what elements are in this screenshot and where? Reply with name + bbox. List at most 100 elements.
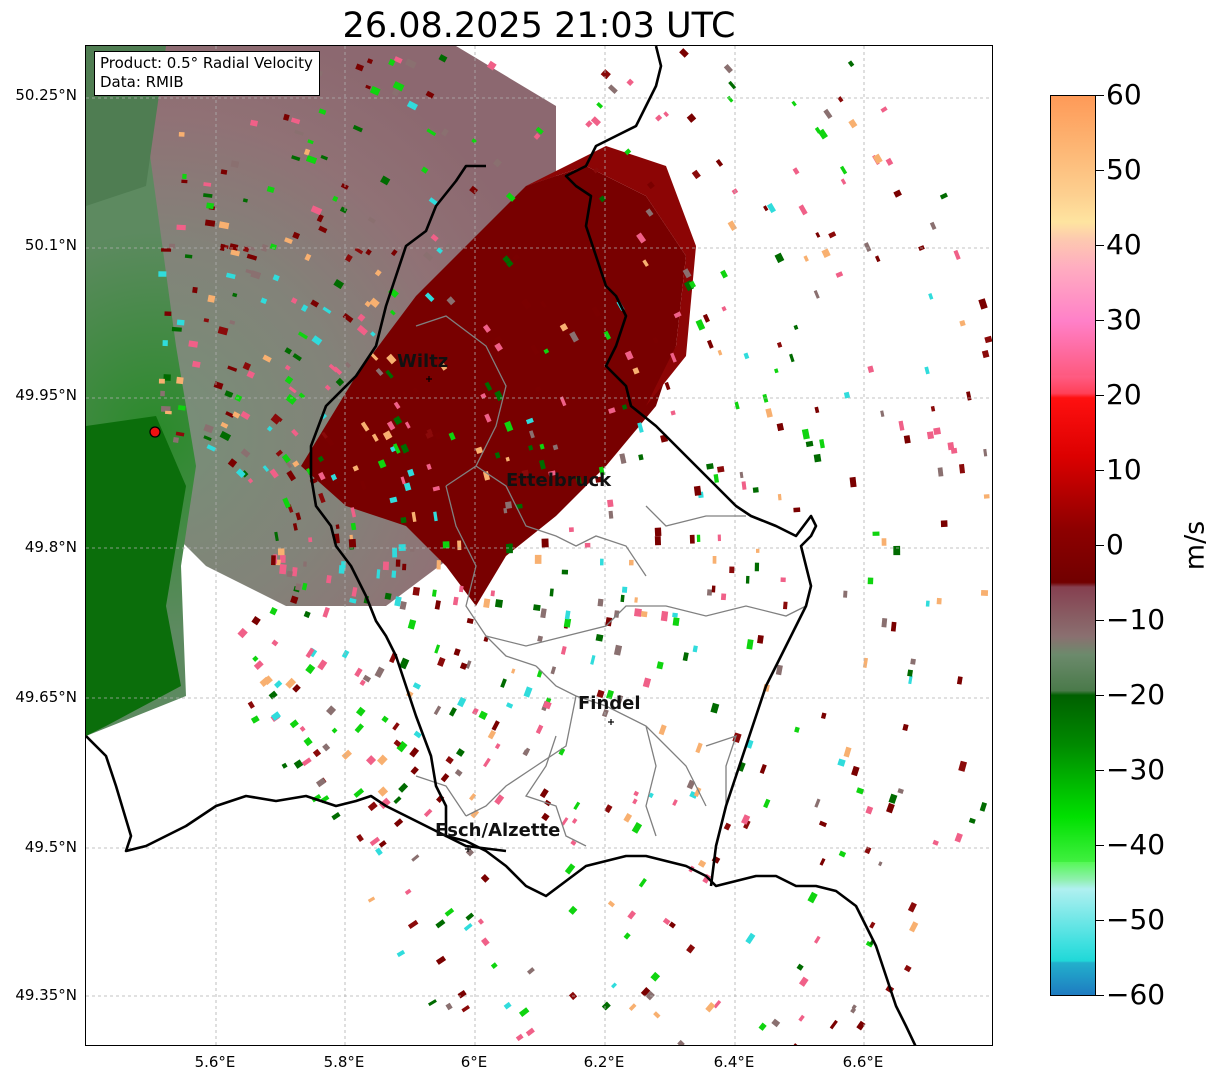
echo-speckle bbox=[647, 181, 655, 190]
echo-speckle bbox=[645, 990, 655, 1001]
echo-speckle bbox=[266, 186, 275, 194]
echo-speckle bbox=[402, 563, 407, 571]
echo-speckle bbox=[203, 193, 213, 198]
echo-speckle bbox=[823, 108, 833, 120]
echo-speckle bbox=[604, 804, 613, 814]
echo-speckle bbox=[382, 430, 393, 441]
echo-speckle bbox=[300, 304, 309, 313]
echo-speckle bbox=[521, 469, 530, 477]
echo-speckle bbox=[204, 219, 216, 227]
echo-speckle bbox=[164, 311, 172, 317]
echo-speckle bbox=[164, 410, 172, 415]
echo-speckle bbox=[279, 564, 287, 575]
product-label: Product: 0.5° Radial Velocity bbox=[100, 54, 313, 72]
echo-speckle bbox=[227, 458, 238, 468]
lat-tick-label: 50.1°N bbox=[24, 236, 77, 254]
echo-speckle bbox=[250, 270, 262, 280]
echo-speckle bbox=[229, 320, 236, 325]
echo-speckle bbox=[798, 1014, 805, 1022]
echo-speckle bbox=[956, 676, 963, 685]
echo-speckle bbox=[585, 120, 593, 128]
echo-speckle bbox=[277, 548, 285, 556]
echo-speckle bbox=[745, 575, 750, 584]
echo-speckle bbox=[813, 290, 820, 299]
echo-speckle bbox=[634, 597, 638, 603]
echo-speckle bbox=[390, 249, 398, 257]
echo-speckle bbox=[431, 589, 437, 597]
echo-speckle bbox=[284, 364, 291, 371]
echo-speckle bbox=[393, 56, 403, 64]
echo-speckle bbox=[301, 582, 308, 591]
echo-speckle bbox=[454, 768, 463, 777]
echo-speckle bbox=[729, 566, 735, 574]
echo-speckle bbox=[290, 297, 298, 304]
echo-speckle bbox=[324, 384, 331, 391]
echo-speckle bbox=[648, 792, 654, 799]
echo-speckle bbox=[780, 577, 786, 583]
echo-speckle bbox=[534, 554, 542, 564]
echo-speckle bbox=[253, 660, 264, 670]
echo-speckle bbox=[608, 510, 614, 519]
echo-speckle bbox=[367, 896, 376, 903]
echo-speckle bbox=[571, 818, 578, 824]
echo-speckle bbox=[325, 436, 335, 447]
echo-speckle bbox=[528, 430, 535, 439]
echo-speckle bbox=[333, 278, 345, 290]
echo-speckle bbox=[549, 588, 554, 597]
echo-speckle bbox=[632, 798, 638, 805]
echo-speckle bbox=[225, 411, 235, 418]
echo-speckle bbox=[595, 634, 604, 642]
echo-speckle bbox=[428, 197, 439, 206]
echo-speckle bbox=[881, 538, 887, 546]
echo-speckle bbox=[218, 221, 230, 230]
echo-speckle bbox=[232, 411, 241, 419]
echo-speckle bbox=[169, 243, 176, 249]
echo-speckle bbox=[440, 773, 450, 783]
echo-speckle bbox=[953, 249, 961, 260]
echo-speckle bbox=[530, 344, 540, 356]
echo-speckle bbox=[310, 205, 323, 216]
echo-speckle bbox=[885, 157, 894, 166]
echo-speckle bbox=[542, 700, 552, 710]
echo-speckle bbox=[294, 583, 302, 591]
echo-speckle bbox=[702, 873, 711, 884]
echo-speckle bbox=[789, 353, 795, 363]
lat-tick-label: 50.25°N bbox=[15, 86, 77, 104]
echo-speckle bbox=[444, 907, 455, 917]
echo-speckle bbox=[355, 63, 364, 72]
echo-speckle bbox=[434, 600, 441, 610]
echo-speckle bbox=[292, 460, 300, 468]
echo-speckle bbox=[393, 796, 402, 805]
echo-speckle bbox=[820, 712, 827, 720]
echo-speckle bbox=[176, 224, 186, 231]
echo-speckle bbox=[813, 453, 822, 463]
echo-speckle bbox=[616, 694, 624, 704]
echo-speckle bbox=[851, 1004, 857, 1010]
velocity-colorbar bbox=[1050, 95, 1096, 996]
echo-speckle bbox=[192, 360, 201, 368]
echo-speckle bbox=[843, 590, 848, 598]
colorbar-tick-label: 30 bbox=[1106, 303, 1142, 336]
echo-speckle bbox=[192, 286, 198, 294]
echo-speckle bbox=[727, 220, 738, 231]
echo-speckle bbox=[629, 559, 634, 566]
echo-speckle bbox=[303, 561, 307, 567]
echo-speckle bbox=[356, 833, 364, 843]
echo-speckle bbox=[608, 407, 616, 414]
echo-speckle bbox=[558, 747, 566, 756]
echo-speckle bbox=[813, 935, 821, 944]
echo-speckle bbox=[715, 159, 724, 167]
echo-speckle bbox=[428, 999, 437, 1007]
echo-speckle bbox=[504, 420, 514, 432]
echo-speckle bbox=[872, 153, 883, 165]
echo-speckle bbox=[398, 782, 409, 793]
echo-speckle bbox=[290, 595, 299, 604]
radar-map[interactable] bbox=[85, 45, 993, 1046]
echo-speckle bbox=[359, 480, 367, 491]
echo-speckle bbox=[839, 165, 848, 175]
echo-speckle bbox=[803, 255, 809, 262]
echo-speckle bbox=[654, 536, 661, 546]
echo-speckle bbox=[369, 85, 381, 96]
echo-speckle bbox=[881, 618, 888, 628]
echo-speckle bbox=[903, 435, 911, 444]
